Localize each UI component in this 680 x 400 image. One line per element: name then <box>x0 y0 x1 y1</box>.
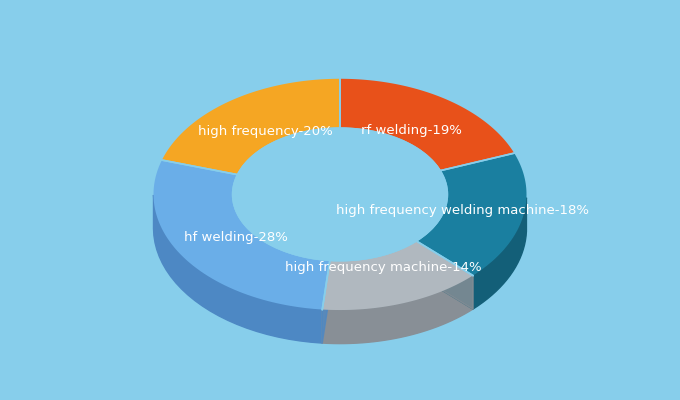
Polygon shape <box>232 195 330 295</box>
Polygon shape <box>322 261 330 343</box>
Polygon shape <box>154 195 322 343</box>
Polygon shape <box>417 242 473 309</box>
Polygon shape <box>322 242 473 310</box>
Polygon shape <box>330 242 417 295</box>
Text: rf welding-19%: rf welding-19% <box>360 124 462 137</box>
Polygon shape <box>340 79 514 170</box>
Text: hf welding-28%: hf welding-28% <box>184 231 288 244</box>
Polygon shape <box>322 261 330 343</box>
Ellipse shape <box>232 127 448 262</box>
Text: high frequency machine-14%: high frequency machine-14% <box>284 261 481 274</box>
Polygon shape <box>417 196 448 275</box>
Text: high frequency welding machine-18%: high frequency welding machine-18% <box>336 204 589 217</box>
Polygon shape <box>154 160 330 310</box>
Text: high frequency-20%: high frequency-20% <box>199 125 333 138</box>
Polygon shape <box>162 79 340 174</box>
Polygon shape <box>473 198 526 309</box>
Polygon shape <box>417 242 473 309</box>
Polygon shape <box>322 276 473 344</box>
Polygon shape <box>417 153 526 276</box>
